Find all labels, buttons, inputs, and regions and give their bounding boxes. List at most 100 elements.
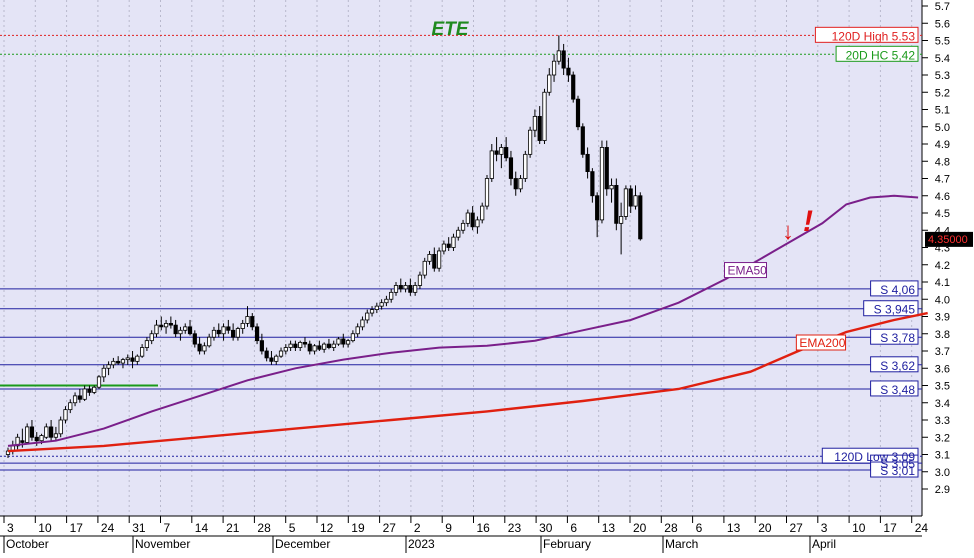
candle-body — [44, 426, 49, 438]
x-month-label: February — [543, 537, 591, 551]
candle-body — [499, 147, 504, 155]
candle-body — [556, 50, 561, 62]
candle-body — [369, 309, 375, 314]
candle-body — [293, 343, 298, 348]
x-month-label: October — [6, 537, 49, 551]
candle-body — [250, 316, 255, 328]
y-tick-label: 3.8 — [935, 329, 950, 341]
candle-body — [207, 336, 212, 347]
candle-body — [398, 285, 403, 290]
candle-body — [135, 355, 140, 362]
y-tick-label: 4.9 — [935, 139, 950, 151]
candle-body — [494, 150, 499, 155]
x-tick-label: 14 — [195, 521, 209, 535]
x-tick-label: 10 — [852, 521, 866, 535]
y-tick-label: 3.0 — [935, 467, 950, 479]
candle-body — [173, 324, 178, 335]
candle-body — [216, 329, 221, 335]
candle-body — [87, 388, 92, 393]
candle-body — [178, 329, 183, 335]
candle-body — [638, 195, 643, 240]
grid-layer — [0, 0, 928, 553]
x-tick-label: 17 — [70, 521, 84, 535]
x-tick-label: 21 — [226, 521, 240, 535]
x-month-label: April — [812, 537, 836, 551]
x-tick-label: 10 — [38, 521, 52, 535]
candle-body — [470, 212, 475, 228]
x-tick-label: 24 — [101, 521, 115, 535]
candle-body — [355, 326, 360, 335]
candle-body — [537, 116, 542, 141]
x-tick-label: 16 — [477, 521, 491, 535]
candle-body — [53, 433, 59, 438]
ema-label-box — [795, 334, 847, 351]
candle-body — [168, 322, 173, 326]
candle-body — [192, 333, 197, 345]
price-level-label: 120D Low 3,09 — [834, 450, 915, 464]
candle-body — [274, 355, 279, 362]
y-tick-label: 3.1 — [935, 450, 950, 462]
candle-body — [254, 326, 260, 342]
candle-body — [298, 341, 303, 348]
candle-body — [489, 150, 494, 179]
labels-layer: 3 10 17 24 31 7 14 21 28 5 12 19 27 2 9 16 23 30 6 13 20 28 6 1… — [6, 1, 973, 551]
x-month-label: November — [135, 537, 190, 551]
candle-body — [130, 357, 135, 362]
candle-body — [116, 360, 121, 364]
candle-body — [350, 333, 355, 342]
candle-body — [269, 357, 274, 362]
candle-body — [436, 250, 442, 269]
candle-body — [609, 184, 614, 190]
candle-body — [571, 74, 576, 100]
y-tick-label: 4.8 — [935, 156, 950, 168]
candle-body — [183, 326, 188, 331]
candle-body — [149, 333, 154, 342]
candle-body — [595, 195, 600, 221]
candle-body — [187, 326, 193, 335]
candle-body — [427, 253, 432, 262]
candle-body — [120, 359, 126, 364]
candle-body — [235, 328, 241, 338]
x-tick-label: 31 — [132, 521, 146, 535]
candle-body — [456, 229, 461, 238]
candle-body — [547, 74, 552, 93]
candle-body — [197, 343, 202, 352]
x-tick-label: 6 — [696, 521, 703, 535]
x-tick-label: 28 — [257, 521, 271, 535]
candle-body — [384, 298, 389, 304]
candle-body — [77, 395, 82, 400]
candle-body — [231, 329, 236, 338]
candle-body — [154, 324, 159, 335]
candle-body — [619, 216, 624, 224]
candle-body — [92, 386, 97, 393]
candle-body — [451, 236, 456, 248]
candle-body — [331, 343, 336, 348]
candle-body — [226, 326, 231, 331]
candle-body — [322, 343, 327, 350]
x-tick-label: 12 — [320, 521, 334, 535]
candle-body — [532, 116, 538, 131]
ema-line — [7, 194, 919, 447]
candle-body — [259, 340, 264, 352]
plot-area — [0, 0, 922, 516]
y-tick-label: 3.9 — [935, 312, 950, 324]
price-level-box — [870, 280, 919, 297]
candle-body — [628, 188, 633, 207]
x-month-label: March — [665, 537, 698, 551]
candle-body — [68, 402, 73, 411]
x-tick-label: 23 — [508, 521, 522, 535]
candle-body — [25, 426, 30, 443]
candle-body — [278, 350, 284, 357]
x-tick-label: 28 — [664, 521, 678, 535]
chart-title: ETE — [432, 19, 470, 40]
price-level-label: S 3,78 — [880, 331, 915, 345]
candle-body — [422, 260, 427, 276]
candle-body — [413, 285, 418, 293]
candle-body — [623, 188, 629, 217]
down-arrow-icon: ↓ — [782, 218, 794, 245]
last-price-label: 4.35000 — [928, 234, 968, 246]
price-level-box — [863, 300, 919, 317]
candle-body — [111, 360, 116, 366]
candle-body — [542, 91, 547, 141]
candle-body — [288, 343, 293, 348]
